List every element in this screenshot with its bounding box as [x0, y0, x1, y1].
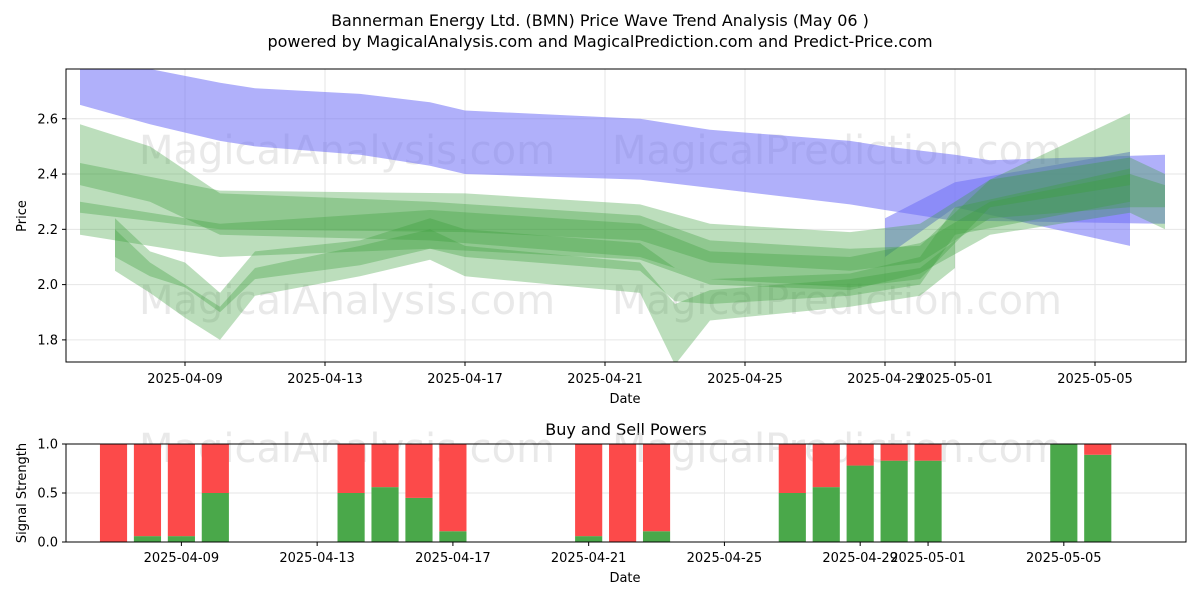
powers-y-tick-label: 0.0: [37, 536, 58, 551]
powers-x-tick-label: 2025-04-25: [687, 551, 763, 566]
sell-bar: [575, 444, 603, 537]
buy-bar: [405, 497, 433, 542]
price-y-axis-label: Price: [15, 200, 30, 232]
price-y-tick-label: 2.0: [37, 278, 58, 293]
powers-x-tick-label: 2025-05-05: [1026, 551, 1102, 566]
price-x-tick-label: 2025-04-13: [287, 372, 363, 387]
watermark-text: MagicalAnalysis.com: [139, 278, 555, 324]
price-y-tick-label: 2.6: [37, 112, 58, 127]
sell-bar: [439, 444, 467, 532]
sell-bar: [337, 444, 365, 493]
price-x-tick-label: 2025-04-21: [567, 372, 643, 387]
buy-bar: [371, 487, 399, 542]
price-x-tick-label: 2025-04-29: [847, 372, 923, 387]
powers-y-ticks: 0.0 0.5 1.0: [37, 438, 66, 551]
chart-title: Bannerman Energy Ltd. (BMN) Price Wave T…: [331, 11, 869, 30]
buy-bar: [914, 460, 942, 542]
sell-bar: [371, 444, 399, 488]
sell-bar: [642, 444, 671, 532]
buy-bar: [880, 460, 908, 542]
sell-bar: [405, 444, 433, 498]
price-band-green: [80, 157, 1165, 271]
price-x-axis-label: Date: [609, 392, 640, 407]
sell-bar: [914, 444, 942, 461]
price-y-ticks: 1.8 2.0 2.2 2.4 2.6: [37, 112, 66, 348]
price-x-tick-label: 2025-05-05: [1057, 372, 1133, 387]
powers-x-tick-label: 2025-04-29: [822, 551, 898, 566]
sell-bar: [880, 444, 908, 461]
powers-y-tick-label: 1.0: [37, 438, 58, 453]
price-band-green: [80, 113, 1130, 288]
price-axes-frame: [65, 68, 1187, 363]
price-y-tick-label: 2.2: [37, 223, 58, 238]
price-band-green: [80, 174, 1165, 291]
price-y-tick-label: 2.4: [37, 168, 58, 183]
powers-x-tick-label: 2025-05-01: [890, 551, 966, 566]
buy-bar: [812, 487, 840, 542]
sell-bar: [846, 444, 874, 466]
price-x-ticks: 2025-04-09 2025-04-13 2025-04-17 2025-04-21…: [147, 362, 1133, 387]
powers-y-axis-label: Signal Strength: [15, 443, 30, 543]
powers-x-tick-label: 2025-04-09: [144, 551, 220, 566]
buy-bar: [778, 493, 806, 542]
sell-bar: [609, 444, 637, 542]
powers-x-tick-label: 2025-04-13: [279, 551, 355, 566]
chart-subtitle: powered by MagicalAnalysis.com and Magic…: [267, 32, 932, 51]
buy-bar: [846, 465, 874, 542]
sell-bar: [133, 444, 162, 537]
price-bands: [80, 69, 1165, 362]
price-band-green: [115, 229, 955, 362]
sell-bar: [812, 444, 840, 488]
buy-bar: [1050, 444, 1078, 542]
price-band-green: [115, 168, 1130, 313]
sell-bar: [201, 444, 229, 493]
price-band-blue: [80, 69, 1165, 224]
buy-bar: [575, 536, 603, 542]
sell-bar: [778, 444, 806, 493]
powers-bars: [99, 444, 1112, 542]
price-x-tick-label: 2025-04-17: [427, 372, 503, 387]
sell-bar: [167, 444, 195, 537]
sell-bar: [99, 444, 128, 542]
buy-bar: [201, 493, 229, 542]
powers-x-tick-label: 2025-04-17: [415, 551, 491, 566]
powers-x-ticks: 2025-04-09 2025-04-13 2025-04-17 2025-04-21…: [144, 542, 1102, 566]
price-y-tick-label: 1.8: [37, 333, 58, 348]
price-x-tick-label: 2025-04-09: [147, 372, 223, 387]
price-x-tick-label: 2025-04-25: [707, 372, 783, 387]
powers-x-axis-label: Date: [609, 571, 640, 586]
powers-title: Buy and Sell Powers: [545, 420, 707, 439]
buy-bar: [337, 493, 365, 542]
sell-bar: [1084, 444, 1112, 455]
powers-y-tick-label: 0.5: [37, 487, 58, 502]
watermark-text: MagicalPrediction.com: [612, 278, 1062, 324]
buy-bar: [1084, 454, 1112, 542]
buy-bar: [642, 531, 671, 542]
price-x-tick-label: 2025-05-01: [917, 372, 993, 387]
price-band-blue: [885, 151, 1130, 257]
buy-bar: [439, 531, 467, 542]
powers-x-tick-label: 2025-04-21: [551, 551, 627, 566]
buy-bar: [133, 536, 162, 542]
buy-bar: [167, 536, 195, 542]
